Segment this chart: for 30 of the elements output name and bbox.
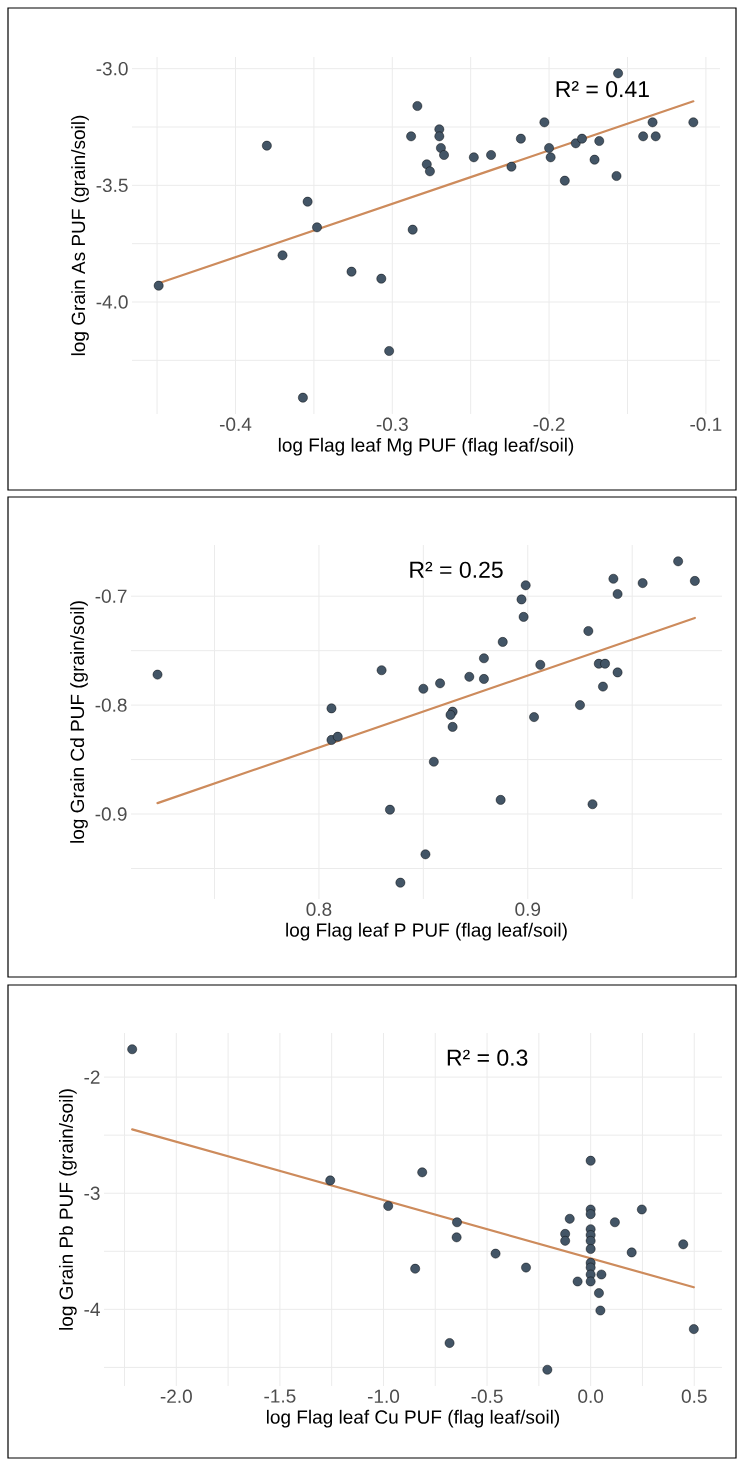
y-axis-title: log Grain Pb PUF (grain/soil)	[58, 1089, 77, 1330]
y-tick-label: -0.9	[95, 807, 127, 821]
x-axis-title: log Flag leaf Cu PUF (flag leaf/soil)	[266, 1409, 560, 1428]
y-tick-label: -4.0	[96, 295, 128, 309]
y-tick-label: -4	[84, 1302, 100, 1316]
x-tick-label: -1.0	[367, 1389, 400, 1403]
annotation: R² = 0.41	[556, 80, 649, 98]
y-tick-label: -0.7	[95, 589, 127, 603]
x-tick-label: -0.4	[219, 417, 252, 431]
x-tick-label: -0.5	[471, 1389, 503, 1403]
y-axis-title: log Grain As PUF (grain/soil)	[71, 115, 89, 356]
annotation: R² = 0.3	[447, 1049, 528, 1066]
x-axis-title: log Flag leaf Mg PUF (flag leaf/soil)	[278, 437, 574, 456]
x-tick-label: -0.1	[690, 417, 722, 431]
y-tick-label: -3.5	[96, 178, 128, 193]
x-tick-label: -2.0	[160, 1389, 192, 1403]
x-tick-label: -1.5	[264, 1389, 296, 1403]
x-tick-label: 0.9	[515, 902, 541, 916]
x-tick-label: 0.5	[681, 1389, 707, 1403]
x-tick-label: 0.8	[306, 902, 332, 916]
x-tick-label: 0.0	[578, 1389, 604, 1403]
x-axis-title: log Flag leaf P PUF (flag leaf/soil)	[286, 922, 567, 941]
y-tick-label: -3	[84, 1186, 100, 1200]
x-tick-label: -0.3	[376, 417, 408, 431]
y-tick-label: -3.0	[96, 61, 128, 76]
x-tick-label: -0.2	[533, 417, 565, 431]
y-tick-label: -2	[84, 1070, 100, 1084]
y-tick-label: -0.8	[95, 698, 127, 712]
annotation: R² = 0.25	[410, 561, 503, 578]
y-axis-title: log Grain Cd PUF (grain/soil)	[70, 601, 88, 843]
